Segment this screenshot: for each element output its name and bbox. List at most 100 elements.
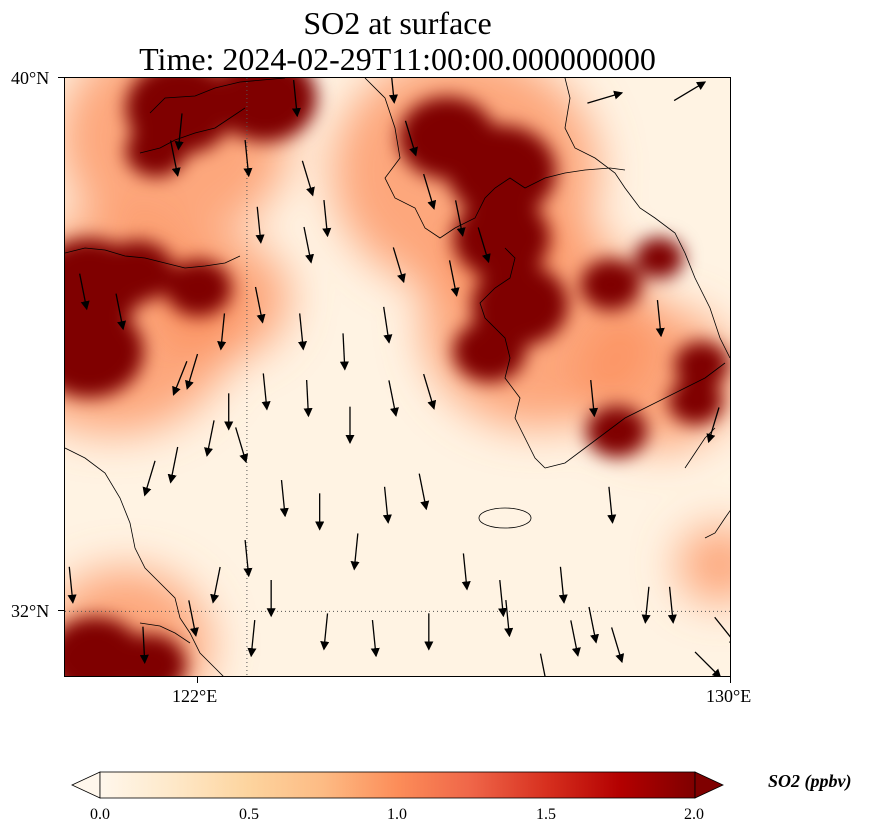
coastline-liaodong-korea xyxy=(364,78,626,239)
wind-arrow-62 xyxy=(172,361,188,396)
colorbar-label: SO2 (ppbv) xyxy=(768,771,852,791)
wind-arrow-31 xyxy=(461,553,471,591)
wind-arrow-25 xyxy=(539,653,546,676)
so2-high-region-8 xyxy=(447,124,557,218)
wind-arrow-38 xyxy=(714,616,730,647)
lon-label-130e: 130°E xyxy=(706,686,752,706)
wind-arrow-64 xyxy=(167,446,179,484)
colorbar-tick-3: 1.5 xyxy=(536,806,556,823)
lat-tick-32n xyxy=(58,610,64,611)
colorbar-tick-4: 2.0 xyxy=(684,806,704,823)
wind-arrow-22 xyxy=(504,600,514,638)
wind-arrow-3 xyxy=(383,306,393,344)
wind-arrow-15 xyxy=(418,473,430,511)
coastline-korea-west xyxy=(479,247,546,469)
wind-arrow-7 xyxy=(303,379,313,418)
wind-arrow-44 xyxy=(301,160,315,197)
so2-high-region-15 xyxy=(668,378,723,425)
coastlines xyxy=(65,78,730,676)
coastline-bohai-north xyxy=(149,78,286,114)
wind-arrow-2 xyxy=(339,333,349,371)
map-title: SO2 at surface xyxy=(303,5,492,41)
lon-tick-130e xyxy=(730,677,731,683)
wind-arrow-47 xyxy=(392,247,406,284)
wind-arrow-28 xyxy=(210,566,221,604)
wind-arrow-51 xyxy=(477,227,491,264)
wind-arrow-40 xyxy=(79,273,90,311)
wind-arrow-48 xyxy=(404,120,418,157)
wind-arrow-1 xyxy=(297,313,308,351)
wind-arrow-19 xyxy=(320,613,330,651)
wind-arrow-35 xyxy=(641,586,651,624)
coastline-tsushima xyxy=(684,427,716,469)
map-timestamp: Time: 2024-02-29T11:00:00.000000000 xyxy=(139,41,656,77)
wind-arrow-5 xyxy=(185,353,199,390)
wind-arrow-66 xyxy=(67,566,77,604)
so2-high-region-11 xyxy=(453,320,526,383)
lat-label-40n: 40°N xyxy=(11,68,50,88)
wind-arrow-6 xyxy=(261,373,271,411)
colorbar xyxy=(71,771,724,799)
wind-arrow-17 xyxy=(243,540,253,578)
wind-arrow-33 xyxy=(558,566,568,604)
wind-arrow-32 xyxy=(498,580,508,618)
wind-arrow-26 xyxy=(247,620,257,658)
coastline-korea-east xyxy=(564,78,730,359)
wind-arrow-12 xyxy=(204,420,215,457)
lon-label-122e: 122°E xyxy=(172,686,218,706)
lat-tick-40n xyxy=(58,77,64,78)
wind-arrow-11 xyxy=(235,427,249,464)
wind-arrow-55 xyxy=(673,81,707,102)
colorbar-extend-max xyxy=(694,771,724,799)
wind-arrow-27 xyxy=(188,600,199,637)
wind-arrow-29 xyxy=(279,480,289,518)
so2-moderate-region-7 xyxy=(677,526,730,603)
wind-arrow-60 xyxy=(589,380,599,418)
wind-arrow-50 xyxy=(454,200,466,237)
wind-arrow-14 xyxy=(382,486,392,524)
coastline-shandong xyxy=(65,247,241,269)
wind-arrow-36 xyxy=(667,586,677,624)
wind-arrow-45 xyxy=(303,226,315,264)
wind-arrow-57 xyxy=(388,78,398,104)
colorbar-tick-1: 0.5 xyxy=(239,806,259,823)
wind-arrow-49 xyxy=(423,173,437,210)
so2-field-map xyxy=(65,78,730,676)
gridlines xyxy=(65,78,730,676)
wind-arrow-65 xyxy=(115,293,127,331)
wind-arrow-42 xyxy=(243,140,253,178)
coastline-korea-south xyxy=(544,362,726,469)
wind-arrow-53 xyxy=(655,300,665,338)
colorbar-extend-min xyxy=(71,771,101,799)
jeju-island xyxy=(478,507,532,529)
wind-arrow-41 xyxy=(174,113,184,151)
coastline-yangtze-mouth xyxy=(139,622,191,644)
wind-arrow-13 xyxy=(142,460,156,497)
wind-arrow-54 xyxy=(706,407,720,444)
wind-arrow-23 xyxy=(570,620,581,657)
so2-high-region-9 xyxy=(453,196,551,280)
so2-high-region-13 xyxy=(634,237,684,279)
wind-arrow-56 xyxy=(587,90,624,104)
wind-arrow-30 xyxy=(350,533,360,571)
wind-vectors xyxy=(67,78,730,676)
wind-arrow-4 xyxy=(217,313,227,351)
coastline-bohai-west xyxy=(139,107,246,154)
wind-arrow-39 xyxy=(139,626,149,664)
so2-high-region-14 xyxy=(674,341,729,388)
wind-arrow-9 xyxy=(388,380,399,417)
wind-arrow-10 xyxy=(423,373,437,410)
wind-arrow-43 xyxy=(255,206,265,244)
wind-arrow-0 xyxy=(254,286,266,324)
wind-arrow-52 xyxy=(448,260,460,297)
so2-high-region-6 xyxy=(165,259,232,317)
so2-high-region-12 xyxy=(580,258,642,311)
coastline-jiangsu xyxy=(65,447,224,676)
wind-arrow-20 xyxy=(370,620,380,658)
wind-arrow-24 xyxy=(610,627,625,664)
wind-arrow-59 xyxy=(169,140,181,177)
high-concentration-layer xyxy=(65,78,729,676)
wind-arrow-58 xyxy=(291,80,301,118)
so2-high-region-1 xyxy=(213,78,317,142)
map-plot-area xyxy=(64,77,731,677)
